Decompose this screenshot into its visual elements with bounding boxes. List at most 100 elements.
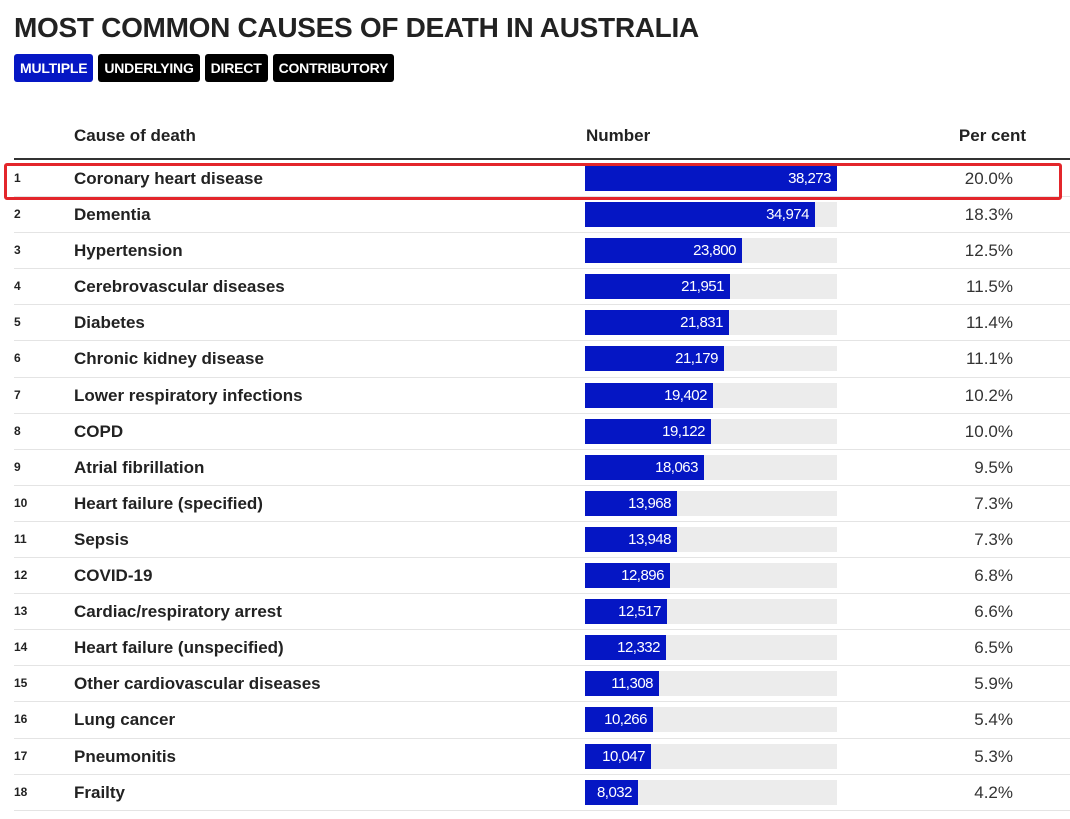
bar-value-label: 38,273 <box>788 170 831 187</box>
percent-value: 11.1% <box>966 349 1013 369</box>
percent-value: 11.4% <box>966 313 1013 333</box>
percent-value: 5.4% <box>974 710 1013 730</box>
rank-number: 12 <box>14 568 28 583</box>
percent-value: 10.0% <box>964 421 1013 441</box>
bar-track: 19,122 <box>585 418 837 444</box>
bar-track: 10,266 <box>585 707 837 733</box>
rank-number: 7 <box>14 387 21 402</box>
bar-track: 21,951 <box>585 274 837 300</box>
table-row: 16 Lung cancer 10,266 5.4% <box>14 702 1070 739</box>
rank-number: 5 <box>14 315 21 330</box>
table-row: 1 Coronary heart disease 38,273 20.0% <box>14 161 1070 198</box>
bar-value-label: 11,308 <box>611 675 653 693</box>
table-row: 6 Chronic kidney disease 21,179 11.1% <box>14 341 1070 378</box>
rank-number: 10 <box>14 495 28 510</box>
bar-value-label: 23,800 <box>693 242 736 260</box>
table-row: 2 Dementia 34,974 18.3% <box>14 197 1070 234</box>
percent-value: 4.2% <box>974 782 1013 802</box>
rank-number: 1 <box>14 171 21 185</box>
table-row: 13 Cardiac/respiratory arrest 12,517 6.6% <box>14 594 1070 631</box>
cause-name: Cerebrovascular diseases <box>74 277 285 297</box>
cause-name: Coronary heart disease <box>74 169 263 188</box>
bar-track: 12,896 <box>585 563 837 589</box>
rank-number: 11 <box>14 531 27 546</box>
filter-underlying-button[interactable]: UNDERLYING <box>98 54 200 82</box>
bar-fill: 13,968 <box>585 490 677 516</box>
table-row: 9 Atrial fibrillation 18,063 9.5% <box>14 450 1070 486</box>
bar-track: 23,800 <box>585 238 837 264</box>
percent-value: 10.2% <box>964 385 1013 405</box>
rank-number: 6 <box>14 351 21 366</box>
table-row: 17 Pneumonitis 10,047 5.3% <box>14 739 1070 775</box>
rank-number: 18 <box>14 784 28 799</box>
bar-fill: 21,179 <box>585 346 724 372</box>
table-row: 18 Frailty 8,032 4.2% <box>14 775 1070 811</box>
bar-value-label: 12,896 <box>621 567 664 585</box>
rank-number: 3 <box>14 243 21 258</box>
bar-value-label: 21,831 <box>680 314 723 332</box>
bar-fill: 13,948 <box>585 526 677 552</box>
percent-value: 12.5% <box>964 241 1013 261</box>
table-row: 5 Diabetes 21,831 11.4% <box>14 305 1070 342</box>
rank-number: 9 <box>14 459 21 474</box>
bar-track: 38,273 <box>585 166 837 191</box>
bar-fill: 8,032 <box>585 779 638 805</box>
percent-value: 5.3% <box>974 746 1013 766</box>
filter-direct-button[interactable]: DIRECT <box>204 54 268 82</box>
bar-value-label: 34,974 <box>766 206 809 224</box>
bar-value-label: 18,063 <box>655 458 698 476</box>
cause-name: Sepsis <box>74 529 129 549</box>
bar-fill: 10,047 <box>585 743 651 769</box>
bar-value-label: 10,047 <box>602 747 645 765</box>
causes-table-body: 1 Coronary heart disease 38,273 20.0% 2 Demen… <box>14 161 1070 811</box>
rank-number: 16 <box>14 712 28 727</box>
percent-value: 6.8% <box>974 566 1013 586</box>
rank-number: 13 <box>14 604 28 619</box>
table-row: 4 Cerebrovascular diseases 21,951 11.5% <box>14 269 1070 306</box>
column-header-percent: Per cent <box>958 126 1026 145</box>
bar-fill: 11,308 <box>585 671 659 697</box>
bar-fill: 12,517 <box>585 599 667 625</box>
bar-track: 8,032 <box>585 779 837 805</box>
percent-value: 6.5% <box>974 638 1013 658</box>
filter-toggle-group: MULTIPLE UNDERLYING DIRECT CONTRIBUTORY <box>14 54 395 82</box>
percent-value: 7.3% <box>974 529 1013 549</box>
percent-value: 18.3% <box>964 205 1013 225</box>
cause-name: Dementia <box>74 205 151 225</box>
table-header: Cause of death Number Per cent <box>14 118 1070 160</box>
cause-name: Heart failure (unspecified) <box>74 638 284 658</box>
bar-fill: 38,273 <box>585 166 837 191</box>
table-row: 11 Sepsis 13,948 7.3% <box>14 522 1070 559</box>
rank-number: 14 <box>14 640 28 655</box>
bar-value-label: 12,517 <box>618 603 661 621</box>
rank-number: 15 <box>14 676 28 691</box>
bar-fill: 19,402 <box>585 382 713 408</box>
bar-fill: 10,266 <box>585 707 653 733</box>
bar-track: 12,517 <box>585 599 837 625</box>
filter-multiple-button[interactable]: MULTIPLE <box>14 54 94 82</box>
percent-value: 20.0% <box>964 169 1013 188</box>
percent-value: 6.6% <box>974 602 1013 622</box>
bar-track: 21,179 <box>585 346 837 372</box>
cause-name: COPD <box>74 421 124 441</box>
bar-value-label: 10,266 <box>604 711 647 729</box>
percent-value: 9.5% <box>974 457 1013 477</box>
page-title: MOST COMMON CAUSES OF DEATH IN AUSTRALIA <box>14 12 699 43</box>
bar-track: 19,402 <box>585 382 837 408</box>
cause-name: Atrial fibrillation <box>74 457 205 477</box>
cause-name: Cardiac/respiratory arrest <box>74 602 282 622</box>
filter-contributory-button[interactable]: CONTRIBUTORY <box>272 54 395 82</box>
cause-name: Diabetes <box>74 313 145 333</box>
bar-value-label: 19,402 <box>664 386 707 404</box>
table-row: 14 Heart failure (unspecified) 12,332 6.5% <box>14 630 1070 667</box>
cause-name: Lower respiratory infections <box>74 385 303 405</box>
cause-name: Heart failure (specified) <box>74 493 263 513</box>
table-row: 10 Heart failure (specified) 13,968 7.3% <box>14 486 1070 522</box>
rank-number: 2 <box>14 207 21 222</box>
bar-track: 21,831 <box>585 310 837 336</box>
cause-name: Chronic kidney disease <box>74 349 264 369</box>
bar-fill: 34,974 <box>585 202 815 228</box>
bar-track: 11,308 <box>585 671 837 697</box>
table-row: 15 Other cardiovascular diseases 11,308 5.9… <box>14 666 1070 703</box>
bar-track: 10,047 <box>585 743 837 769</box>
